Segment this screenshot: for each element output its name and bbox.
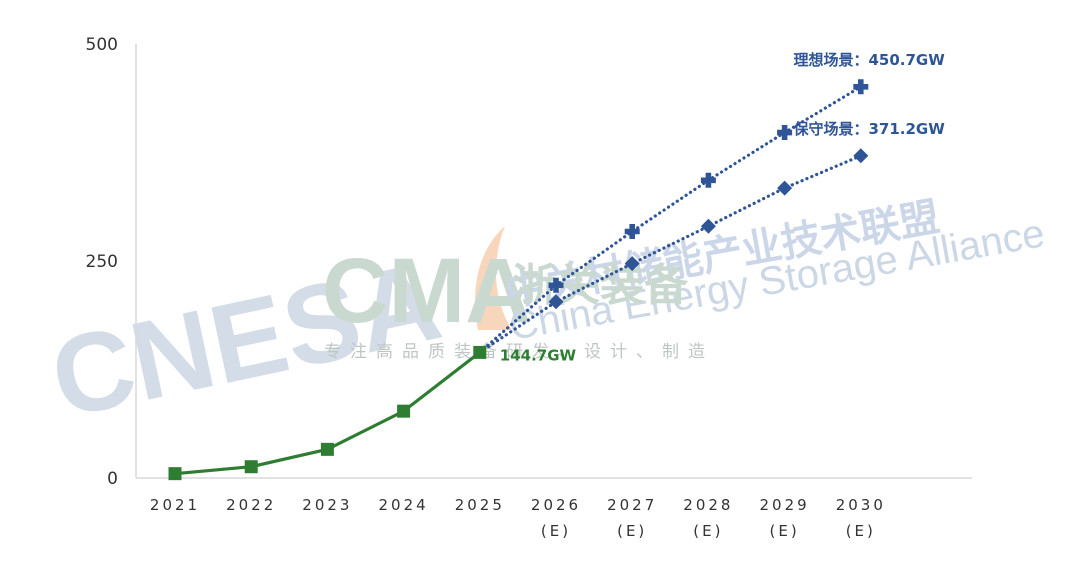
- x-tick-sublabel: (E): [770, 522, 800, 540]
- series-layer: [168, 79, 869, 481]
- x-tick-label: 2027: [607, 496, 657, 514]
- data-point-actual: [397, 404, 411, 418]
- x-tick-label: 2026: [531, 496, 581, 514]
- watermark-slogan: 专注高品质装备研发、设计、制造: [324, 342, 714, 362]
- series-line-ideal: [478, 85, 863, 355]
- x-tick-sublabel: (E): [617, 522, 647, 540]
- series-actual: [168, 345, 487, 481]
- data-point-actual: [473, 345, 487, 359]
- y-tick-label: 250: [86, 252, 118, 272]
- x-tick-label: 2030: [836, 496, 886, 514]
- x-tick-label: 2028: [683, 496, 733, 514]
- x-tick-label: 2023: [302, 496, 352, 514]
- series-conservative: [478, 148, 869, 355]
- annotation-conservative: 保守场景：371.2GW: [792, 120, 945, 138]
- data-point-actual: [320, 442, 334, 456]
- x-tick-label: 2025: [455, 496, 505, 514]
- data-point-actual: [244, 460, 258, 474]
- y-tick-labels: 0 250 500: [86, 35, 118, 489]
- series-ideal: [478, 79, 869, 355]
- axes: 0 250 500 2021 2022 2023 2024 2025 2026 (E) 2027 (…: [86, 35, 972, 540]
- watermark-cn-name2: 浙关装备: [512, 260, 689, 311]
- x-tick-labels: 2021 2022 2023 2024 2025 2026 (E) 2027 (E) 2028 (E…: [150, 496, 886, 540]
- data-point-ideal: [853, 79, 869, 95]
- data-point-ideal: [624, 223, 640, 239]
- data-point-conservative: [777, 180, 793, 196]
- data-point-ideal: [700, 172, 716, 188]
- y-tick-label: 0: [107, 469, 118, 489]
- data-point-conservative: [700, 218, 716, 234]
- series-line-conservative: [478, 154, 863, 355]
- watermark-cma: CMA: [322, 240, 532, 342]
- y-tick-label: 500: [86, 35, 118, 55]
- x-tick-label: 2024: [379, 496, 429, 514]
- data-point-actual: [168, 467, 182, 481]
- watermark-swoosh: [475, 226, 512, 330]
- data-point-ideal: [548, 277, 564, 293]
- x-tick-label: 2029: [760, 496, 810, 514]
- x-tick-sublabel: (E): [541, 522, 571, 540]
- x-tick-label: 2022: [226, 496, 276, 514]
- data-point-conservative: [548, 294, 564, 310]
- x-tick-sublabel: (E): [693, 522, 723, 540]
- annotations: 144.7GW 理想场景：450.7GW 保守场景：371.2GW: [500, 51, 945, 365]
- x-tick-label: 2021: [150, 496, 200, 514]
- data-point-conservative: [624, 256, 640, 272]
- x-tick-sublabel: (E): [846, 522, 876, 540]
- watermark: CNESA CMA 中关村储能产业技术联盟 China Energy Stora…: [41, 194, 1048, 441]
- data-point-conservative: [853, 148, 869, 164]
- annotation-actual: 144.7GW: [500, 346, 577, 364]
- annotation-ideal: 理想场景：450.7GW: [793, 51, 945, 69]
- data-point-ideal: [777, 125, 793, 141]
